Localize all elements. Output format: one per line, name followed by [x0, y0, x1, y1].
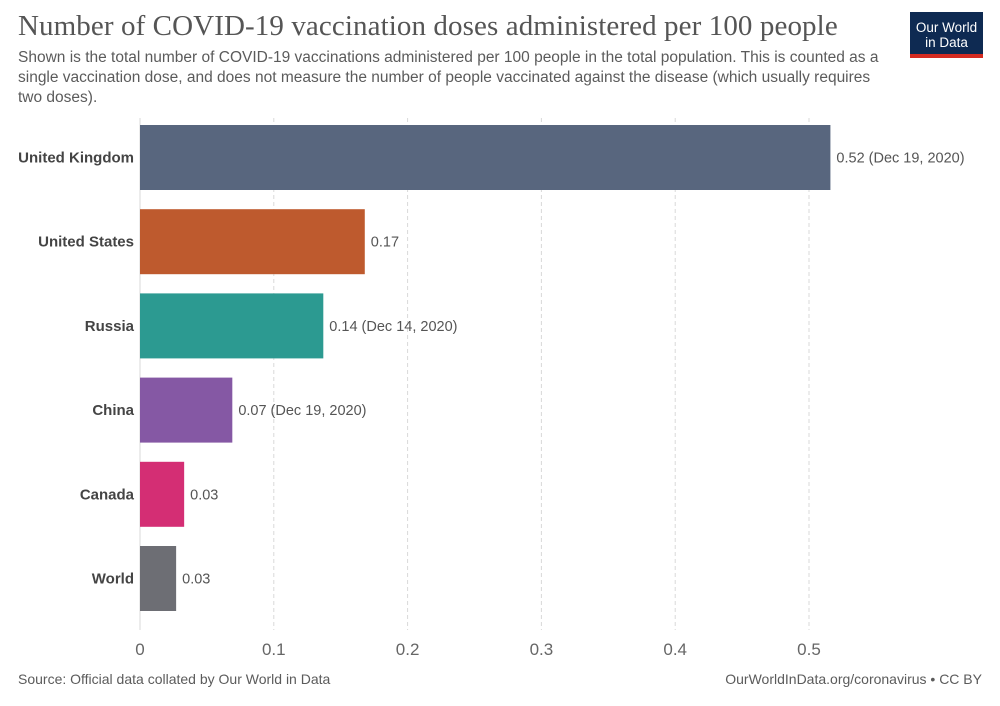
bar-china[interactable] — [140, 377, 233, 443]
x-tick-label-4: 0.4 — [663, 640, 687, 659]
value-labels: 0.52 (Dec 19, 2020) 0.17 0.14 (Dec 14, 202… — [182, 151, 964, 588]
bar-united-states[interactable] — [140, 209, 365, 275]
logo-accent-bar — [910, 54, 983, 58]
category-label: World — [92, 571, 134, 588]
license-link[interactable]: OurWorldInData.org/coronavirus • CC BY — [725, 671, 982, 687]
chart-subtitle: Shown is the total number of COVID-19 va… — [18, 49, 879, 106]
chart-title: Number of COVID-19 vaccination doses adm… — [18, 10, 838, 42]
data-label: 0.52 (Dec 19, 2020) — [836, 151, 964, 167]
data-label: 0.17 — [371, 235, 399, 251]
x-tick-label-5: 0.5 — [797, 640, 821, 659]
data-label: 0.03 — [190, 487, 218, 503]
bar-russia[interactable] — [140, 293, 324, 359]
bar-united-kingdom[interactable] — [140, 125, 831, 190]
grid-lines — [139, 118, 810, 630]
x-axis-ticks: 0 0.1 0.2 0.3 0.4 0.5 — [135, 640, 821, 659]
x-tick-label-3: 0.3 — [530, 640, 554, 659]
bars — [140, 125, 831, 611]
category-label: Canada — [80, 486, 135, 503]
data-label: 0.14 (Dec 14, 2020) — [329, 319, 457, 335]
category-labels: United Kingdom United States Russia China Ca… — [18, 150, 134, 588]
category-label: China — [92, 402, 134, 419]
x-tick-label-1: 0.1 — [262, 640, 286, 659]
logo-line-1: Our World — [915, 20, 978, 35]
x-tick-label-2: 0.2 — [396, 640, 420, 659]
bar-canada[interactable] — [140, 461, 185, 527]
data-label: 0.07 (Dec 19, 2020) — [238, 403, 366, 419]
data-label: 0.03 — [182, 572, 210, 588]
logo-line-2: in Data — [925, 35, 968, 50]
owid-logo[interactable]: Our World in Data — [910, 12, 983, 58]
bar-world[interactable] — [140, 546, 177, 611]
category-label: United States — [38, 234, 134, 251]
category-label: United Kingdom — [18, 150, 134, 167]
source-note: Source: Official data collated by Our Wo… — [18, 671, 331, 687]
category-label: Russia — [85, 318, 135, 335]
x-tick-label-0: 0 — [135, 640, 144, 659]
